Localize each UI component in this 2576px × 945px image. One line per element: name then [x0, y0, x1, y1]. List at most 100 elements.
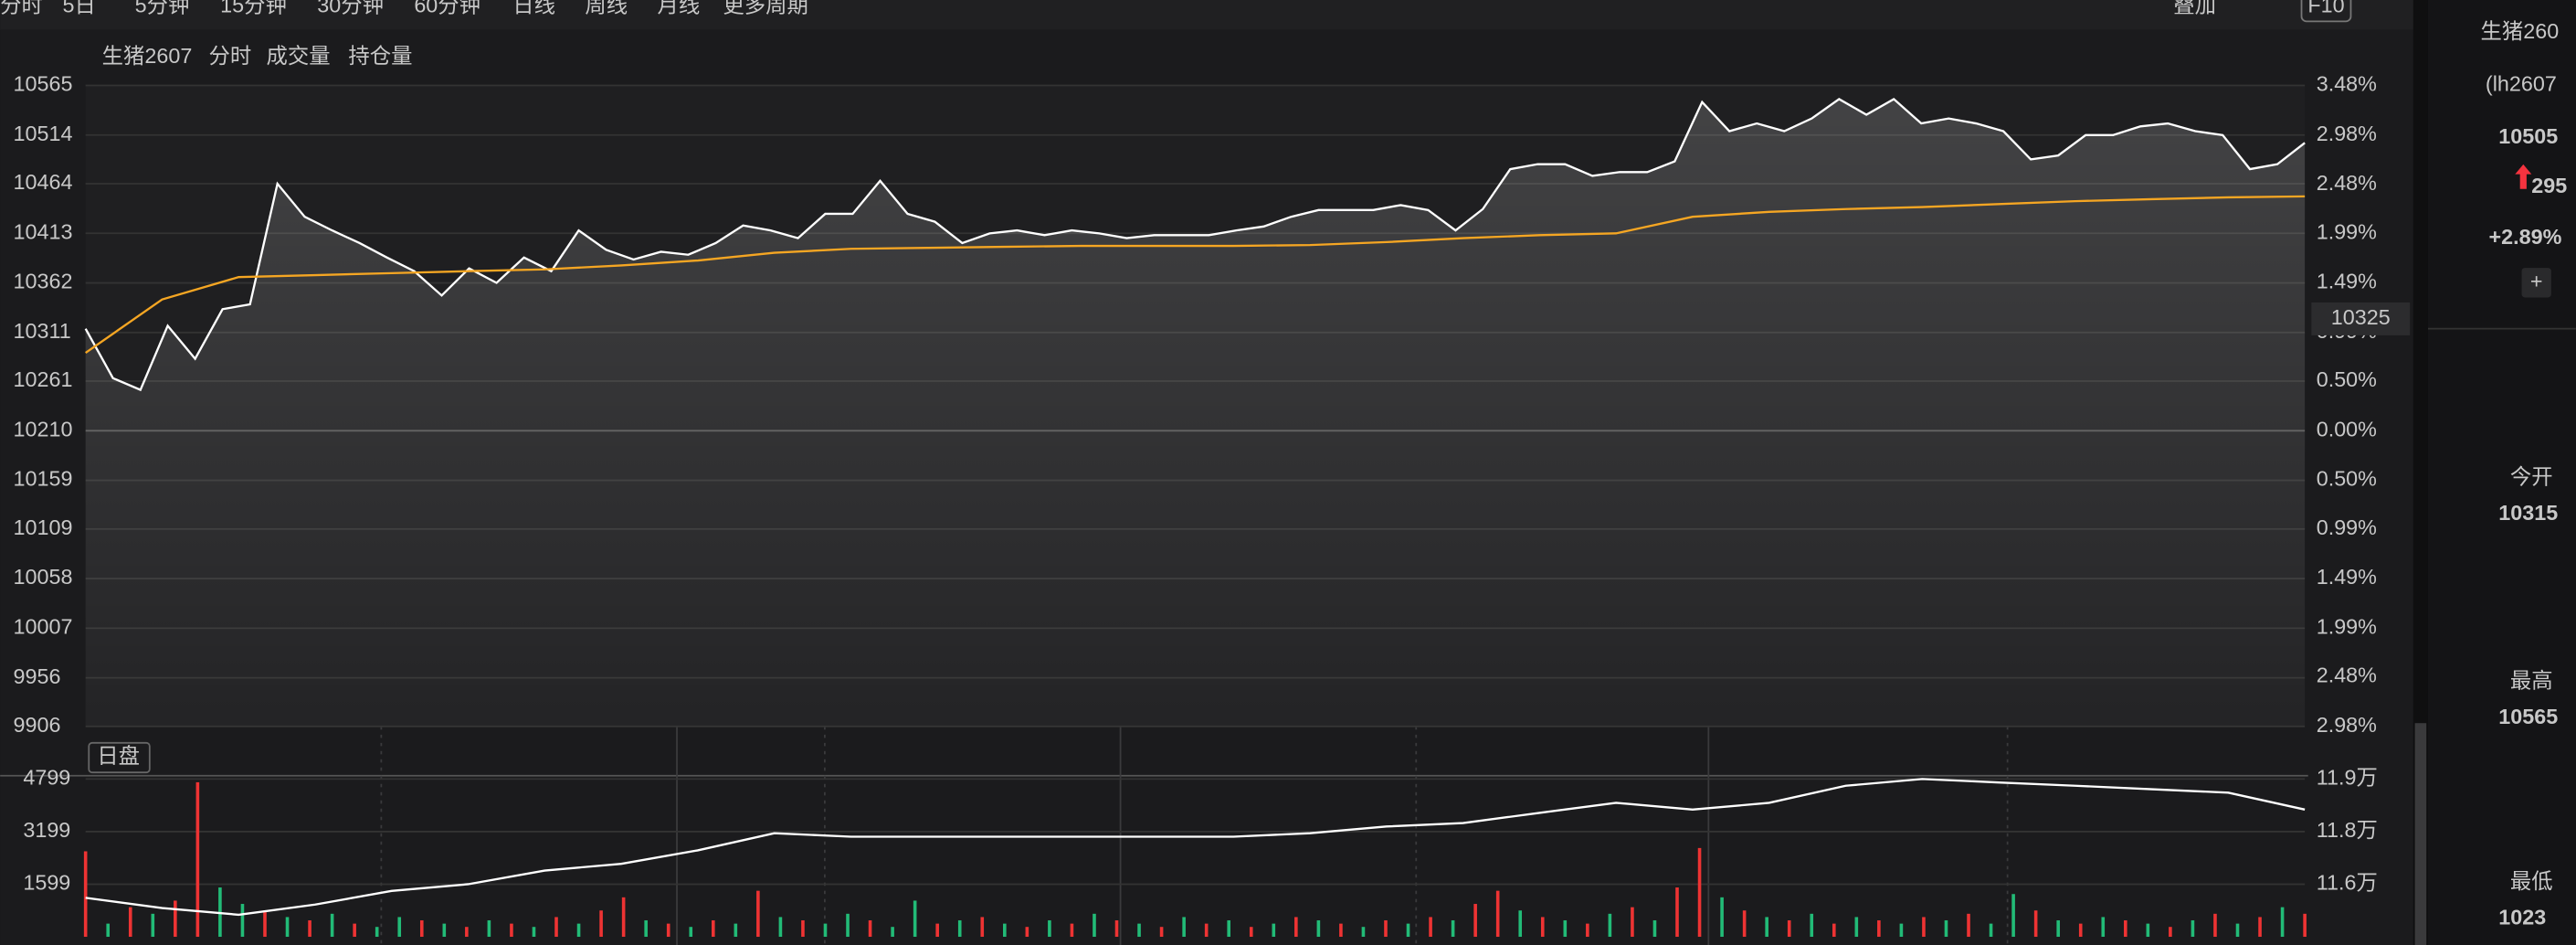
period-tab[interactable]: 30分钟	[317, 0, 384, 16]
y2-tick-label: 1.49%	[2317, 270, 2377, 293]
volume-bar	[599, 910, 603, 938]
volume-bar	[1025, 927, 1029, 938]
volume-bar	[2124, 920, 2127, 938]
volume-bar	[2169, 927, 2172, 938]
volume-bar	[846, 913, 850, 938]
y-tick-label: 10159	[14, 467, 73, 491]
volume-bar	[1720, 897, 1724, 938]
volume-bar	[2258, 917, 2262, 938]
volume-bar	[2078, 923, 2083, 938]
volume-bar	[1675, 887, 1679, 938]
volume-bar	[1810, 913, 1814, 938]
period-tab[interactable]: 月线	[657, 0, 700, 16]
volume-bar	[2191, 920, 2195, 938]
volume-bar	[240, 904, 245, 938]
volume-bar	[2146, 923, 2150, 938]
scroll-thumb	[2414, 723, 2427, 945]
y2-tick-label: 1.99%	[2317, 219, 2377, 243]
volume-bar	[576, 923, 581, 938]
volume-bar	[195, 781, 200, 938]
period-tab[interactable]: 分时	[0, 0, 43, 16]
volume-bar	[532, 927, 536, 938]
period-tab[interactable]: 15分钟	[220, 0, 287, 16]
volume-bar	[375, 927, 379, 938]
volume-bar	[1294, 917, 1298, 938]
volume-bar	[174, 900, 177, 938]
indicator-tab[interactable]: 分时	[209, 44, 252, 68]
volume-bar	[1540, 917, 1545, 938]
volume-bar	[487, 920, 491, 938]
volume-bar	[1967, 913, 1970, 938]
y-tick-label: 3199	[23, 818, 70, 842]
volume-bar	[285, 917, 290, 938]
volume-bar	[106, 923, 111, 938]
price-area	[85, 99, 2306, 727]
volume-bar	[1765, 917, 1768, 938]
volume-bar	[1137, 923, 1141, 938]
y2-tick-label: 11.6万	[2317, 871, 2378, 895]
session-box	[88, 741, 151, 774]
add-button[interactable]: +	[2530, 269, 2543, 292]
volume-bar	[734, 923, 738, 938]
volume-bar	[2056, 920, 2060, 938]
y-tick-label: 10362	[14, 270, 73, 293]
high-label: 最高	[2510, 668, 2553, 692]
period-tab[interactable]: 60分钟	[414, 0, 480, 16]
period-tab[interactable]: 5分钟	[135, 0, 190, 16]
volume-bar	[1608, 913, 1612, 938]
volume-bar	[1204, 923, 1209, 938]
volume-bar	[1048, 920, 1051, 938]
volume-bar	[1272, 923, 1276, 938]
volume-bar	[1495, 890, 1500, 938]
y-tick-label: 4799	[23, 766, 70, 790]
volume-bar	[2011, 894, 2015, 938]
overlay-button[interactable]: 叠加	[2173, 0, 2216, 16]
volume-bar	[83, 851, 88, 938]
volume-bar	[2280, 907, 2285, 938]
volume-bar	[621, 897, 626, 938]
side-name: 生猪260	[2481, 19, 2560, 43]
average-line	[85, 195, 2306, 355]
period-tab[interactable]: 5日	[62, 0, 95, 16]
y-tick-label: 10058	[14, 565, 73, 589]
volume-bar	[913, 900, 917, 938]
volume-bar	[1406, 923, 1410, 938]
session-label: 日盘	[97, 744, 140, 768]
y2-tick-label: 11.8万	[2317, 818, 2378, 842]
y2-tick-label: 2.48%	[2317, 664, 2377, 687]
side-panel	[2427, 0, 2576, 945]
indicator-tab[interactable]: 持仓量	[348, 44, 412, 68]
y-tick-label: 10109	[14, 515, 73, 539]
volume-bar	[2101, 917, 2106, 938]
volume-bar	[419, 920, 424, 938]
y-tick-label: 9956	[14, 664, 61, 688]
volume-bar	[465, 927, 469, 938]
period-tab[interactable]: 周线	[585, 0, 628, 16]
y2-tick-label: 0.50%	[2317, 367, 2377, 391]
volume-bar	[1093, 913, 1096, 938]
indicator-tab[interactable]: 成交量	[266, 44, 330, 68]
add-box[interactable]	[2521, 268, 2551, 298]
volume-bar	[510, 923, 513, 938]
period-tab[interactable]: 更多周期	[723, 0, 808, 16]
f10-button[interactable]: F10	[2307, 0, 2344, 16]
price-line	[84, 98, 2306, 392]
period-tab[interactable]: 日线	[512, 0, 555, 16]
volume-bar	[957, 920, 962, 938]
volume-bar	[1159, 927, 1164, 938]
volume-bar	[1631, 907, 1634, 938]
y-tick-label: 10464	[14, 170, 73, 194]
volume-bar	[666, 923, 670, 938]
side-price: 10505	[2498, 124, 2558, 148]
volume-bar	[823, 923, 828, 938]
volume-bar	[1563, 920, 1568, 938]
volume-bar	[1877, 920, 1881, 938]
volume-bar	[2213, 913, 2217, 938]
volume-bar	[1249, 927, 1253, 938]
volume-bar	[935, 923, 939, 938]
f10-box[interactable]	[2300, 0, 2352, 23]
volume-bar	[2235, 923, 2240, 938]
volume-bar	[1742, 910, 1747, 938]
volume-bar	[1114, 920, 1119, 938]
volume-bar	[1989, 923, 1993, 938]
